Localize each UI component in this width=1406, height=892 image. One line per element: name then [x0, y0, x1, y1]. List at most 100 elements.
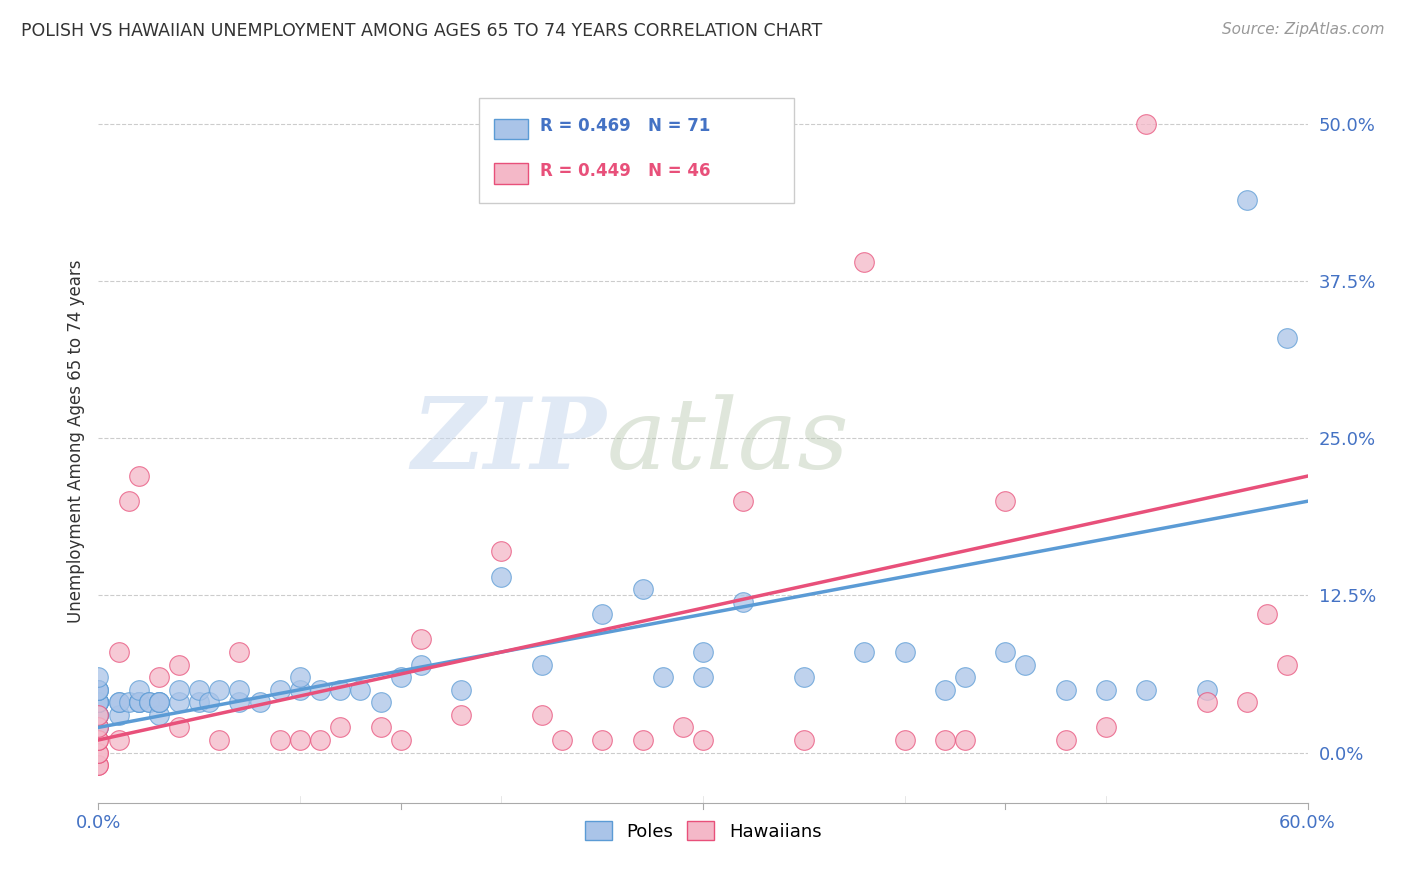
Point: [208, 733, 231, 747]
Point: [692, 670, 714, 684]
Point: [793, 733, 815, 747]
Point: [87, 758, 110, 772]
FancyBboxPatch shape: [479, 98, 793, 203]
Point: [309, 733, 332, 747]
Point: [87, 695, 110, 709]
Point: [107, 695, 129, 709]
Point: [389, 670, 412, 684]
Point: [188, 695, 211, 709]
Point: [87, 733, 110, 747]
Point: [1195, 695, 1218, 709]
Point: [148, 695, 170, 709]
Point: [87, 670, 110, 684]
Point: [208, 682, 231, 697]
Point: [87, 682, 110, 697]
Point: [128, 695, 150, 709]
Point: [349, 682, 371, 697]
Point: [953, 670, 976, 684]
Point: [87, 682, 110, 697]
Text: R = 0.469   N = 71: R = 0.469 N = 71: [540, 117, 710, 135]
Point: [87, 707, 110, 722]
Point: [1095, 682, 1118, 697]
Point: [288, 682, 311, 697]
Point: [269, 733, 291, 747]
Point: [87, 695, 110, 709]
Point: [118, 695, 141, 709]
Point: [138, 695, 160, 709]
Point: [1095, 720, 1118, 734]
Point: [1277, 331, 1299, 345]
Point: [198, 695, 221, 709]
Point: [228, 695, 250, 709]
Point: [370, 695, 392, 709]
Point: [167, 720, 190, 734]
Point: [893, 645, 915, 659]
Text: atlas: atlas: [606, 394, 849, 489]
Point: [87, 733, 110, 747]
Point: [228, 682, 250, 697]
Point: [631, 733, 654, 747]
Point: [853, 255, 876, 269]
Point: [1054, 682, 1077, 697]
Point: [692, 645, 714, 659]
Y-axis label: Unemployment Among Ages 65 to 74 years: Unemployment Among Ages 65 to 74 years: [66, 260, 84, 624]
Point: [107, 695, 129, 709]
Point: [269, 682, 291, 697]
Point: [107, 707, 129, 722]
Point: [249, 695, 271, 709]
Point: [329, 720, 352, 734]
Point: [87, 720, 110, 734]
Point: [1135, 682, 1157, 697]
Point: [107, 733, 129, 747]
Point: [128, 695, 150, 709]
Point: [87, 707, 110, 722]
Point: [491, 544, 513, 558]
Point: [148, 707, 170, 722]
FancyBboxPatch shape: [494, 119, 527, 139]
Point: [450, 682, 472, 697]
Text: Source: ZipAtlas.com: Source: ZipAtlas.com: [1222, 22, 1385, 37]
Point: [1135, 117, 1157, 131]
Point: [87, 695, 110, 709]
Point: [118, 494, 141, 508]
Point: [329, 682, 352, 697]
Point: [1277, 657, 1299, 672]
Point: [107, 645, 129, 659]
Point: [692, 733, 714, 747]
Point: [1195, 682, 1218, 697]
Text: R = 0.449   N = 46: R = 0.449 N = 46: [540, 161, 710, 179]
Point: [128, 695, 150, 709]
Point: [793, 670, 815, 684]
Point: [87, 695, 110, 709]
Point: [228, 645, 250, 659]
Point: [934, 682, 956, 697]
Point: [551, 733, 574, 747]
Point: [1236, 193, 1258, 207]
Point: [631, 582, 654, 597]
Point: [994, 494, 1017, 508]
Point: [167, 682, 190, 697]
Point: [288, 670, 311, 684]
Point: [409, 657, 432, 672]
Point: [87, 695, 110, 709]
Point: [138, 695, 160, 709]
Point: [167, 695, 190, 709]
Point: [87, 720, 110, 734]
Point: [591, 607, 613, 622]
Point: [651, 670, 673, 684]
Point: [370, 720, 392, 734]
FancyBboxPatch shape: [494, 163, 527, 184]
Point: [87, 746, 110, 760]
Point: [188, 682, 211, 697]
Point: [87, 695, 110, 709]
Point: [733, 595, 755, 609]
Point: [934, 733, 956, 747]
Point: [450, 707, 472, 722]
Point: [389, 733, 412, 747]
Point: [591, 733, 613, 747]
Point: [148, 695, 170, 709]
Point: [893, 733, 915, 747]
Point: [87, 707, 110, 722]
Point: [1236, 695, 1258, 709]
Point: [733, 494, 755, 508]
